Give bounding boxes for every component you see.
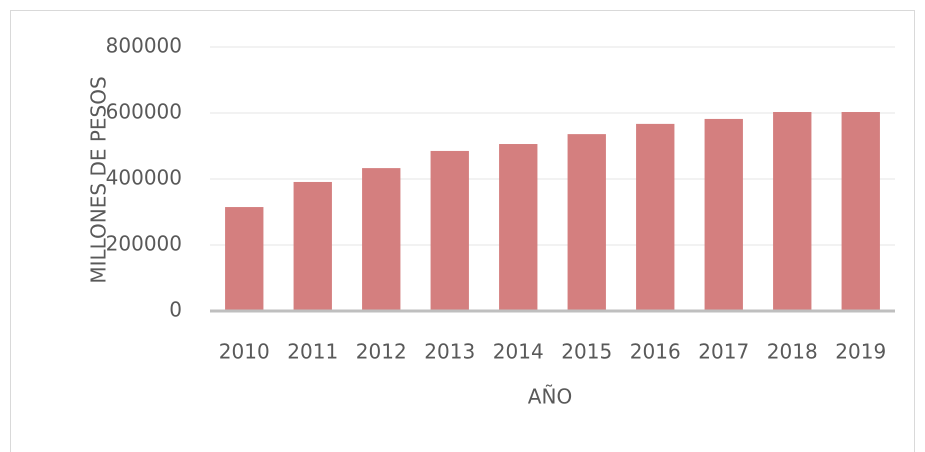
x-tick-label: 2014 xyxy=(493,340,544,364)
x-tick-label: 2015 xyxy=(561,340,612,364)
y-tick-label: 600000 xyxy=(106,100,182,124)
x-tick-label: 2017 xyxy=(698,340,749,364)
y-tick-label: 0 xyxy=(169,298,182,322)
bar xyxy=(430,150,469,311)
bar xyxy=(362,168,401,311)
bar xyxy=(773,112,812,311)
x-tick-label: 2012 xyxy=(356,340,407,364)
y-tick-label: 400000 xyxy=(106,166,182,190)
bar xyxy=(499,144,538,311)
x-tick-label: 2013 xyxy=(424,340,475,364)
bar xyxy=(293,181,332,311)
chart-border xyxy=(10,10,915,452)
bar xyxy=(704,118,743,311)
x-tick-label: 2018 xyxy=(767,340,818,364)
bar xyxy=(841,112,880,311)
x-tick-label: 2019 xyxy=(835,340,886,364)
y-tick-label: 200000 xyxy=(106,232,182,256)
x-tick-label: 2016 xyxy=(630,340,681,364)
bar xyxy=(636,123,675,311)
bar xyxy=(567,134,606,311)
bar xyxy=(225,207,264,311)
y-tick-label: 800000 xyxy=(106,34,182,58)
x-tick-label: 2011 xyxy=(287,340,338,364)
x-axis-title: AÑO xyxy=(528,385,572,409)
y-axis-title: MILLONES DE PESOS xyxy=(87,76,111,283)
x-tick-label: 2010 xyxy=(219,340,270,364)
